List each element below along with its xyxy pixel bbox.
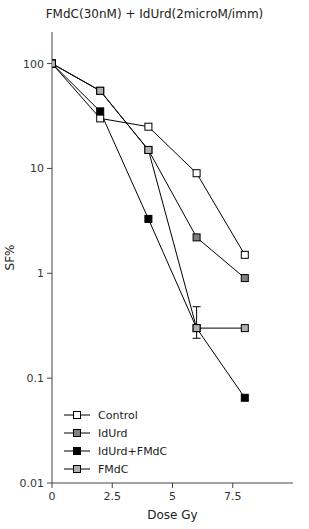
x-tick-label: 2.5 <box>104 490 122 503</box>
x-tick-label: 5 <box>169 490 176 503</box>
y-tick <box>47 378 52 379</box>
legend-marker <box>74 430 81 437</box>
x-tick <box>112 483 113 488</box>
y-tick <box>47 63 52 64</box>
y-axis-line <box>52 32 53 483</box>
point <box>193 170 200 177</box>
point <box>241 275 248 282</box>
point <box>145 123 152 130</box>
x-tick <box>232 483 233 488</box>
point <box>52 60 56 67</box>
point <box>193 325 200 332</box>
x-axis-label: Dose Gy <box>147 508 197 522</box>
legend-marker <box>74 412 81 419</box>
point <box>52 60 56 67</box>
x-tick-label: 0 <box>49 490 56 503</box>
point <box>145 146 152 153</box>
x-tick-label: 7.5 <box>224 490 242 503</box>
series-line <box>52 64 245 279</box>
title: FMdC(30nM) + IdUrd(2microM/imm) <box>46 7 264 21</box>
point <box>193 325 200 332</box>
legend-label: FMdC <box>98 463 129 476</box>
point <box>241 325 248 332</box>
y-tick-label: 100 <box>23 58 44 71</box>
legend-label: Control <box>98 409 138 422</box>
error-bar-cap <box>193 306 201 307</box>
point <box>145 146 152 153</box>
point <box>97 87 104 94</box>
legend-marker <box>74 448 81 455</box>
error-bar-stem <box>196 307 197 339</box>
legend-label: IdUrd+FMdC <box>98 445 168 458</box>
series-line <box>52 64 245 398</box>
point <box>52 60 56 67</box>
error-bar <box>193 307 201 339</box>
plot-area <box>52 60 248 401</box>
y-tick <box>47 483 52 484</box>
y-tick-label: 0.01 <box>20 477 45 490</box>
y-tick-label: 1 <box>37 267 44 280</box>
chart: FMdC(30nM) + IdUrd(2microM/imm) 0 2.5 5 7.5 0… <box>0 0 309 529</box>
x-tick <box>52 483 53 488</box>
legend-marker <box>74 466 81 473</box>
y-tick-label: 10 <box>30 162 44 175</box>
point <box>145 215 152 222</box>
point <box>97 115 104 122</box>
point <box>97 87 104 94</box>
point <box>241 394 248 401</box>
point <box>193 234 200 241</box>
y-tick-label: 0.1 <box>27 372 45 385</box>
y-axis-label: SF% <box>3 245 17 271</box>
point <box>241 251 248 258</box>
point <box>52 60 56 67</box>
point <box>97 108 104 115</box>
series-line <box>52 64 245 329</box>
error-bar-cap <box>193 338 201 339</box>
x-tick <box>172 483 173 488</box>
y-tick <box>47 273 52 274</box>
y-tick <box>47 168 52 169</box>
legend: Control IdUrd IdUrd+FMdC FMdC <box>64 409 168 476</box>
legend-label: IdUrd <box>98 427 128 440</box>
